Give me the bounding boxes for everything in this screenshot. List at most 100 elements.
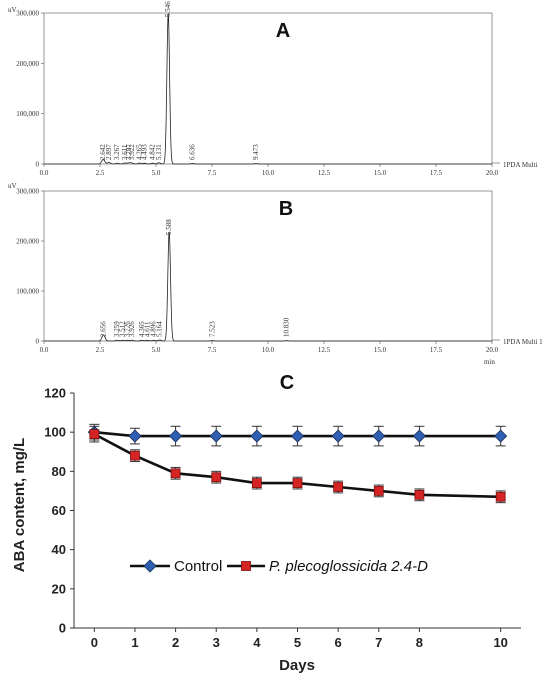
treatment-data-point <box>89 429 100 440</box>
panel-a-peak-label: 9.473 <box>252 144 260 160</box>
legend-control-marker <box>143 559 157 573</box>
y-tick-label: 20 <box>52 581 66 596</box>
control-data-point <box>209 429 223 443</box>
panel-b-peak-label: 5.164 <box>156 321 164 337</box>
y-axis-title: ABA content, mg/L <box>11 438 28 572</box>
panel-a-peak-label: 2.897 <box>105 144 113 160</box>
treatment-data-point <box>495 491 506 502</box>
panel-b-y-tick-label: 200,000 <box>16 238 39 246</box>
legend-treatment-label: P. plecoglossicida 2.4-D <box>269 558 428 575</box>
panel-a-peak-label: 3.922 <box>128 144 136 160</box>
control-data-point <box>372 429 386 443</box>
control-data-point <box>128 429 142 443</box>
panel-a-y-tick-label: 0 <box>36 161 40 169</box>
chromatogram-panel-a: uV A 1PDA Multi 0.0 2.5 5.0 7.5 10.0 12.5 15.0… <box>8 1 537 177</box>
panel-b-trace-line <box>44 231 492 342</box>
panel-a-peak-label: 5.546 <box>164 1 172 17</box>
x-tick-label: 5 <box>294 635 301 650</box>
panel-b-peak-label: 5.588 <box>165 219 173 235</box>
panel-b-y-tick-label: 100,000 <box>16 288 39 296</box>
y-tick-label: 80 <box>52 464 66 479</box>
panel-a-x-tick-label: 7.5 <box>208 169 217 177</box>
panel-a-peak-label: 2.642 <box>99 144 107 160</box>
series-line <box>94 430 501 438</box>
panel-a-x-tick-label: 5.0 <box>152 169 161 177</box>
panel-c-letter: C <box>280 372 294 394</box>
panel-a-y-tick-label: 200,000 <box>16 60 39 68</box>
control-data-point <box>331 429 345 443</box>
panel-b-peak-label: 4.896 <box>150 321 158 337</box>
control-data-point <box>250 429 264 443</box>
y-tick-label: 120 <box>44 386 66 401</box>
panel-b-x-unit: min <box>484 358 495 366</box>
treatment-data-point <box>170 468 181 479</box>
panel-b-peak-label: 10.830 <box>283 317 291 337</box>
panel-b-peak-label: 4.365 <box>138 321 146 337</box>
treatment-data-point <box>211 472 222 483</box>
panel-b-x-tick-label: 20.0 <box>486 346 499 354</box>
x-tick-label: 7 <box>375 635 382 650</box>
legend-control-label: Control <box>174 558 222 575</box>
x-tick-label: 3 <box>213 635 220 650</box>
panel-a-y-tick-label: 100,000 <box>16 110 39 118</box>
y-tick-label: 40 <box>52 542 66 557</box>
treatment-data-point <box>251 478 262 488</box>
x-tick-label: 4 <box>253 635 261 650</box>
panel-b-letter: B <box>279 198 293 220</box>
treatment-data-point <box>373 486 384 496</box>
control-data-point <box>169 429 183 443</box>
panel-a-x-tick-label: 20.0 <box>486 169 499 177</box>
x-tick-label: 6 <box>335 635 342 650</box>
panel-b-instrument-label: 1PDA Multi 1 <box>503 338 543 346</box>
panel-a-instrument-label: 1PDA Multi <box>503 161 537 169</box>
panel-b-x-tick-label: 7.5 <box>208 346 217 354</box>
panel-b-peak-label: 3.726 <box>123 321 131 337</box>
panel-b-x-tick-label: 0.0 <box>40 346 49 354</box>
treatment-data-point <box>333 482 344 492</box>
panel-b-x-tick-label: 12.5 <box>318 346 331 354</box>
panel-a-peak-label: 3.797 <box>125 144 133 160</box>
treatment-data-point <box>292 478 303 488</box>
panel-a-peak-label: 3.611 <box>121 144 129 160</box>
panel-a-x-tick-label: 10.0 <box>262 169 275 177</box>
x-tick-label: 8 <box>416 635 423 650</box>
panel-a-peak-label: 5.131 <box>155 144 163 160</box>
y-tick-label: 60 <box>52 503 66 518</box>
panel-b-peak-label: 2.656 <box>99 321 107 337</box>
panel-b-y-tick-label: 0 <box>36 338 40 346</box>
y-tick-label: 0 <box>59 621 66 636</box>
legend-treatment-marker <box>241 561 251 571</box>
panel-b-plot-frame <box>43 190 493 342</box>
x-axis-title: Days <box>279 657 315 674</box>
panel-a-trace-line <box>44 12 492 165</box>
x-tick-label: 10 <box>493 635 507 650</box>
panel-a-letter: A <box>276 20 290 42</box>
panel-b-x-tick-label: 2.5 <box>96 346 105 354</box>
panel-a-peak-label: 6.636 <box>189 144 197 160</box>
legend: Control P. plecoglossicida 2.4-D <box>130 558 428 575</box>
x-tick-label: 1 <box>131 635 138 650</box>
x-tick-label: 2 <box>172 635 179 650</box>
treatment-data-point <box>130 450 140 461</box>
panel-a-peak-label: 4.265 <box>136 144 144 160</box>
panel-a-peak-label: 3.267 <box>113 144 121 160</box>
panel-b-x-tick-label: 15.0 <box>374 346 387 354</box>
panel-a-y-tick-label: 300,000 <box>16 10 39 18</box>
panel-a-x-tick-label: 0.0 <box>40 169 49 177</box>
control-data-point <box>412 429 426 443</box>
control-data-point <box>290 429 305 443</box>
panel-b-peak-label: 3.512 <box>119 321 127 337</box>
panel-b-peak-label: 7.523 <box>209 321 217 337</box>
panel-b-peak-label: 3.259 <box>113 321 121 337</box>
panel-b-y-unit: uV <box>8 182 17 190</box>
chromatogram-panel-b: uV B 1PDA Multi 1 min 0.0 2.5 5.0 7.5 10.0 12… <box>8 182 543 366</box>
series-line <box>93 432 501 499</box>
y-tick-label: 100 <box>44 425 66 440</box>
x-tick-label: 0 <box>91 635 98 650</box>
panel-b-x-tick-label: 10.0 <box>262 346 275 354</box>
panel-a-y-unit: uV <box>8 6 17 14</box>
panel-a-plot-frame <box>43 12 493 165</box>
control-data-point <box>494 429 508 443</box>
panel-b-x-tick-label: 5.0 <box>152 346 161 354</box>
